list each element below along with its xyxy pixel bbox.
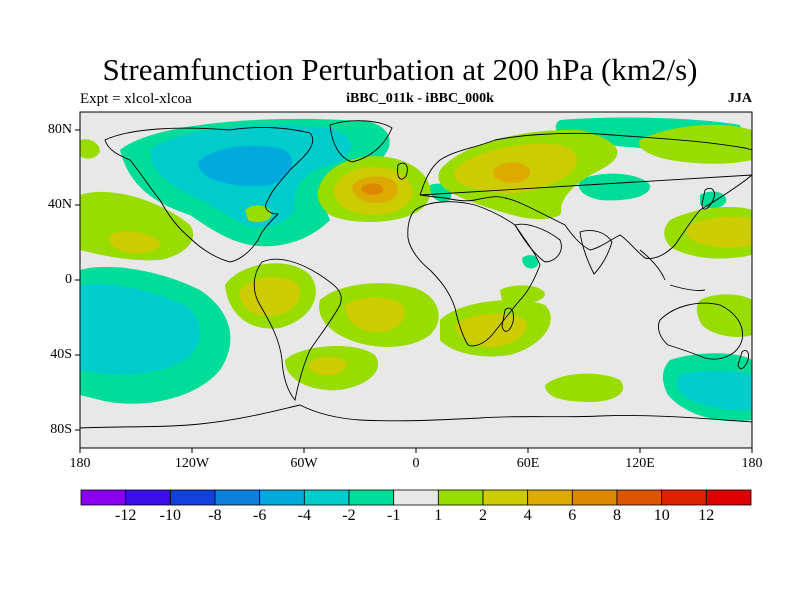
coast-india (579, 230, 613, 275)
coast-australia (657, 302, 743, 360)
colorbar-swatch (705, 489, 752, 506)
colorbar-label: -1 (387, 507, 401, 524)
lon-label-180w: 180 (69, 456, 91, 471)
colorbar-label: -2 (342, 507, 356, 524)
colorbar-label: 10 (653, 507, 670, 524)
colorbar-label: -12 (115, 507, 137, 524)
contour-pos-indian-north (544, 202, 562, 217)
colorbar-swatch (125, 489, 171, 506)
lat-label-80s: 80S (50, 422, 72, 437)
contour-pos-eurasia-orange (493, 162, 531, 183)
contour-pos-south-pacific-east (696, 294, 752, 337)
colorbar-label: -8 (208, 507, 222, 524)
contour-pos-east-africa (500, 285, 545, 304)
coast-southeast-asia (639, 249, 706, 291)
coast-north-america (104, 127, 313, 263)
contour-pos-asia-east (639, 124, 752, 164)
lon-label-180e: 180 (741, 456, 763, 471)
lon-label-0: 0 (412, 456, 420, 471)
colorbar-label: 1 (434, 507, 443, 524)
contour-pos-southern-ocean (545, 373, 624, 402)
difference-label: iBBC_011k - iBBC_000k (346, 91, 494, 106)
lon-label-120e: 120E (625, 456, 655, 471)
lat-label-40s: 40S (50, 347, 72, 362)
contour-pos-gulf (245, 205, 272, 223)
lat-label-equator: 0 (65, 272, 72, 287)
season-label: JJA (727, 91, 752, 106)
colorbar-swatch (259, 489, 305, 506)
contour-pos-ta-yellow (239, 276, 300, 316)
colorbar-swatch (80, 489, 127, 506)
colorbar-label: -10 (159, 507, 181, 524)
experiment-label: Expt = xlcol-xlcoa (80, 91, 192, 107)
contour-pos-saf-yellow (455, 313, 527, 348)
colorbar-label: 2 (479, 507, 487, 524)
colorbar-swatch (527, 489, 573, 506)
colorbar (80, 489, 752, 506)
plot-title: Streamfunction Perturbation at 200 hPa (… (102, 52, 698, 87)
contour-neg-south-pacific-core (676, 370, 752, 411)
coast-greenland (329, 120, 393, 163)
colorbar-swatch (348, 489, 395, 506)
colorbar-swatch (169, 489, 216, 506)
coast-madagascar (501, 307, 514, 332)
coastlines (80, 120, 752, 429)
coast-south-america (253, 258, 342, 401)
coast-europe-asia (419, 132, 752, 259)
colorbar-swatch (661, 489, 707, 506)
colorbar-label: 6 (568, 507, 577, 524)
axis-ticks (75, 129, 753, 453)
colorbar-swatch (393, 489, 439, 506)
contour-neg-indian-ocean (522, 255, 539, 269)
coast-japan (701, 187, 715, 210)
coast-antarctica (80, 404, 752, 429)
colorbar-swatch (571, 489, 618, 506)
colorbar-swatch (616, 489, 663, 506)
colorbar-swatch (482, 489, 529, 506)
lon-label-120w: 120W (174, 456, 210, 471)
colorbar-label: 12 (698, 507, 715, 524)
colorbar-swatch (214, 489, 261, 506)
contour-neg-west-pacific-core (80, 283, 200, 375)
colorbar-label: 4 (523, 507, 532, 524)
contour-pos-sa-yellow (345, 297, 405, 333)
coast-arabia (514, 223, 562, 263)
contour-pos-wpn-yellow (686, 216, 752, 248)
lat-label-40n: 40N (47, 197, 72, 212)
contour-pos-ep-yellow (109, 231, 161, 254)
lon-label-60w: 60W (290, 456, 318, 471)
coast-new-zealand (737, 349, 749, 370)
contour-neg-siberia (578, 173, 651, 201)
colorbar-swatch (303, 489, 350, 506)
coast-uk (397, 162, 408, 180)
contour-neg-na-center (198, 145, 293, 187)
colorbar-label: 8 (613, 507, 621, 524)
lon-label-60e: 60E (516, 456, 540, 471)
contour-pos-ice (80, 139, 100, 159)
colorbar-swatch (437, 489, 484, 506)
contour-pos-arg-yellow (308, 356, 347, 376)
lat-label-80n: 80N (47, 122, 72, 137)
coast-africa (407, 201, 541, 347)
colorbar-label: -6 (253, 507, 267, 524)
contour-fill-layer (80, 117, 752, 422)
colorbar-label: -4 (297, 507, 311, 524)
contour-pos-na-core (361, 183, 384, 195)
